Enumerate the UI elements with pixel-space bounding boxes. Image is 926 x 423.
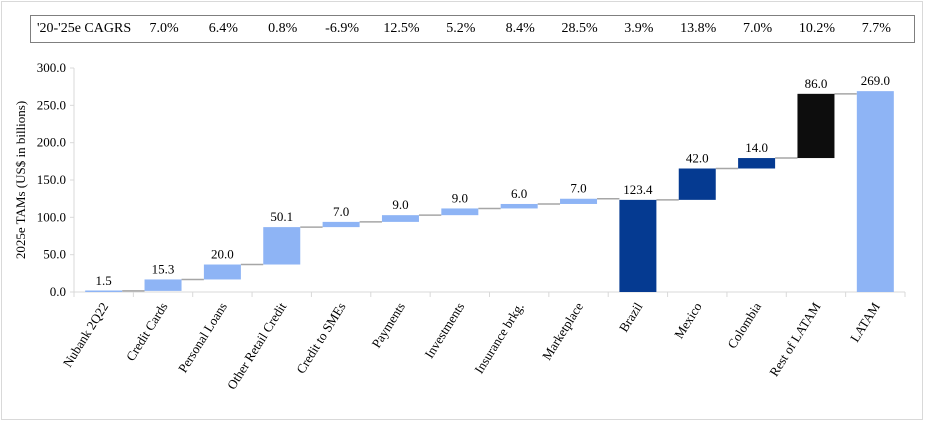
category-label: Nubank 2Q22: [60, 300, 112, 370]
data-label: 123.4: [623, 182, 653, 197]
data-label: 7.0: [570, 181, 586, 196]
category-label: Payments: [368, 300, 408, 351]
data-label: 86.0: [805, 76, 828, 91]
y-tick-label: 300.0: [37, 60, 66, 75]
cagr-value: 0.8%: [268, 21, 298, 36]
data-label: 42.0: [686, 151, 709, 166]
bar: [797, 93, 835, 159]
category-label: Credit to SMEs: [293, 300, 349, 377]
category-label: Marketplace: [539, 299, 586, 362]
category-label: LATAM: [847, 299, 883, 344]
category-label: Other Retail Credit: [224, 299, 290, 392]
cagr-value: 7.0%: [149, 21, 179, 36]
y-tick-label: 50.0: [43, 247, 66, 262]
category-label: Personal Loans: [175, 300, 230, 376]
bar: [322, 221, 360, 228]
y-tick-label: 0.0: [50, 284, 66, 299]
cagr-value: 7.0%: [743, 21, 773, 36]
bar: [738, 158, 776, 169]
data-label: 269.0: [861, 73, 890, 88]
category-label: Mexico: [671, 300, 705, 342]
bar: [263, 227, 301, 265]
data-label: 6.0: [511, 186, 527, 201]
data-label: 50.1: [270, 209, 293, 224]
cagr-value: 6.4%: [208, 21, 238, 36]
bar: [381, 215, 419, 222]
y-axis-title: 2025e TAMs (US$ in billions): [13, 101, 28, 259]
bar: [144, 279, 182, 291]
y-tick-label: 100.0: [37, 209, 66, 224]
category-label: Investments: [421, 300, 467, 361]
bar: [856, 91, 894, 292]
data-label: 7.0: [333, 204, 349, 219]
data-label: 9.0: [452, 190, 468, 205]
cagr-value: 7.7%: [861, 21, 891, 36]
data-label: 20.0: [211, 247, 234, 262]
category-label: Rest of LATAM: [766, 299, 824, 379]
bar: [678, 168, 716, 200]
y-tick-label: 200.0: [37, 135, 66, 150]
data-label: 14.0: [745, 140, 768, 155]
data-label: 15.3: [152, 261, 175, 276]
category-label: Brazil: [616, 299, 646, 334]
y-tick-label: 250.0: [37, 97, 66, 112]
cagr-value: 8.4%: [505, 21, 535, 36]
cagr-value: 10.2%: [798, 21, 836, 36]
cagr-row-label: '20-'25e CAGRS: [37, 21, 132, 36]
category-label: Insurance brkg.: [471, 300, 527, 377]
data-label: 9.0: [392, 197, 408, 212]
y-tick-label: 150.0: [37, 172, 66, 187]
cagr-value: -6.9%: [325, 21, 360, 36]
cagr-value: 12.5%: [383, 21, 420, 36]
cagr-value: 13.8%: [680, 21, 717, 36]
cagr-value: 28.5%: [561, 21, 598, 36]
data-label: 1.5: [96, 273, 112, 288]
bar: [441, 208, 479, 216]
category-label: Credit Cards: [123, 300, 171, 364]
cagr-value: 3.9%: [624, 21, 654, 36]
bar: [500, 203, 538, 209]
cagr-row: '20-'25e CAGRS 7.0% 6.4% 0.8% -6.9% 12.5…: [30, 15, 915, 43]
bar: [560, 198, 598, 204]
bar: [619, 199, 657, 292]
bar: [203, 264, 241, 280]
cagr-value: 5.2%: [446, 21, 476, 36]
bar: [85, 290, 123, 292]
category-label: Colombia: [724, 299, 764, 351]
